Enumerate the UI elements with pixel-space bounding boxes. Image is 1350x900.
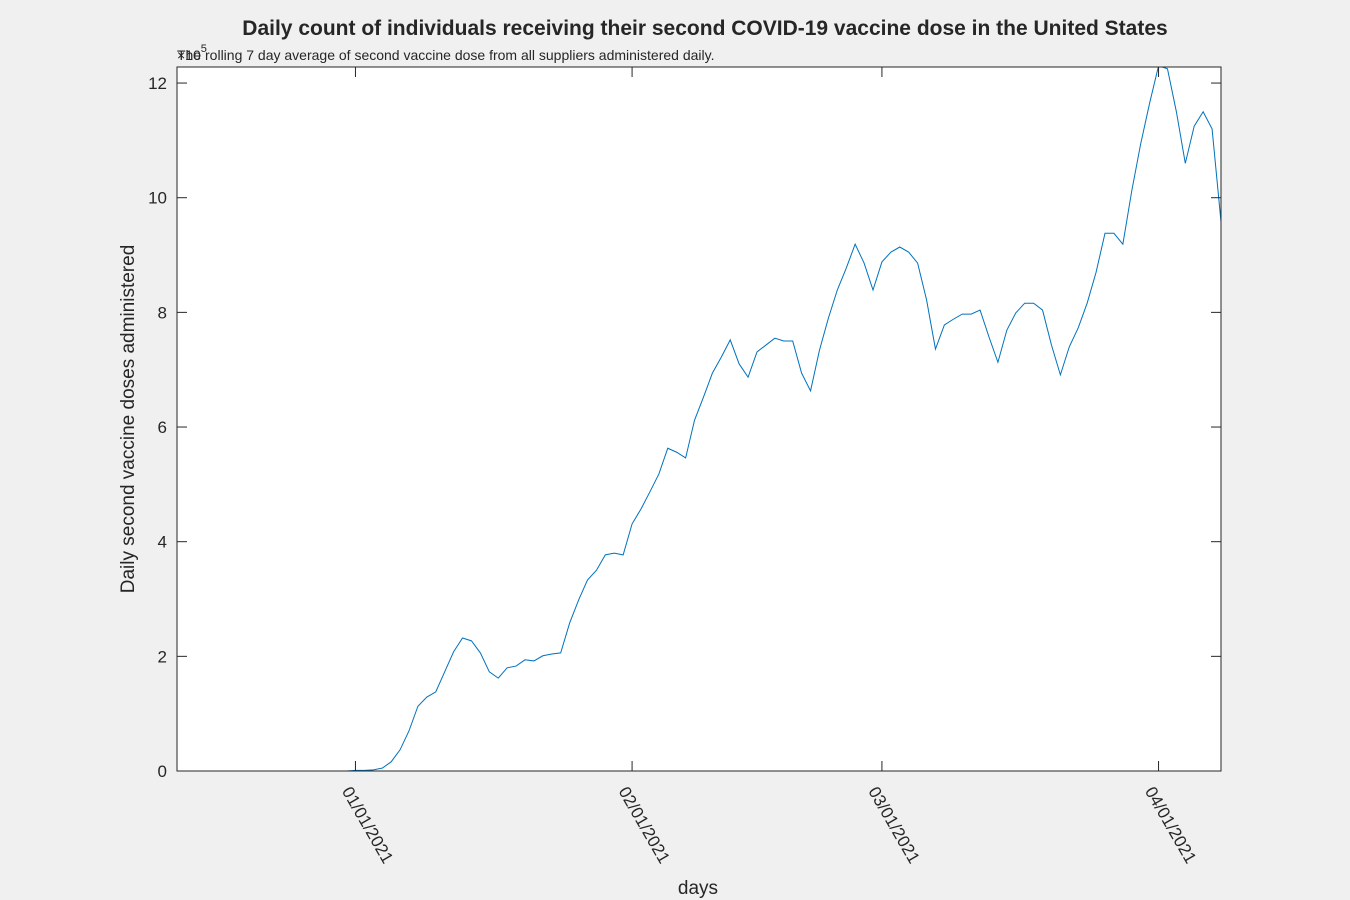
exponent-base: ×10 [177, 47, 201, 63]
plot-area [177, 67, 1221, 771]
x-tick-label: 01/01/2021 [338, 784, 397, 867]
axes-box [176, 66, 1222, 772]
x-tick-label: 04/01/2021 [1141, 784, 1200, 867]
y-tick-label: 4 [158, 533, 167, 552]
y-tick-label: 10 [148, 189, 167, 208]
exponent-label: ×105 [177, 43, 207, 63]
y-axis-label: Daily second vaccine doses administered [118, 245, 139, 594]
chart-title: Daily count of individuals receiving the… [242, 17, 1167, 40]
y-tick-label: 0 [158, 762, 167, 781]
x-tick-label: 02/01/2021 [615, 784, 674, 867]
y-tick-label: 8 [158, 303, 167, 322]
chart-subtitle: The rolling 7 day average of second vacc… [177, 47, 714, 63]
x-tick-label: 03/01/2021 [864, 784, 923, 867]
y-tick-label: 2 [158, 647, 167, 666]
y-tick-label: 12 [148, 74, 167, 93]
exponent-power: 5 [201, 43, 207, 55]
x-axis-label: days [678, 878, 718, 899]
y-tick-label: 6 [158, 418, 167, 437]
